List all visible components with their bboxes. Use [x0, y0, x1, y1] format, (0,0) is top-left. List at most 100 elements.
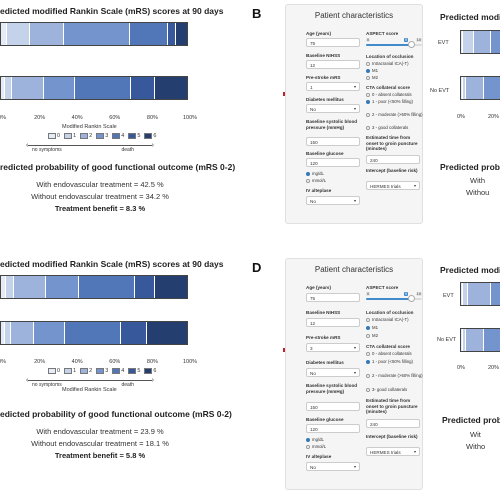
mrs-segment-3 [64, 23, 131, 45]
with-evt-line: With endovascular treatment = 42.5 % [36, 180, 164, 189]
mrs-segment-1 [4, 77, 13, 99]
unit-mmol-radio[interactable]: mmol/L [306, 444, 364, 449]
without-evt-line: Withou [466, 188, 490, 197]
mrs-segment-6 [155, 77, 187, 99]
unit-mmol-radio[interactable]: mmol/L [306, 178, 364, 183]
without-evt-line: Without endovascular treatment = 34.2 % [31, 192, 169, 201]
tick-label: 40% [71, 115, 83, 121]
iv-alteplase-select[interactable]: No ▾ [306, 196, 360, 205]
mrs-segment-3 [45, 276, 80, 298]
nihss-label: Baseline NIHSS [306, 53, 341, 58]
legend-item: 2 [80, 368, 92, 374]
cta-option-0[interactable]: 0 - absent collaterals [366, 351, 424, 356]
chevron-down-icon: ▾ [353, 370, 356, 375]
cta-option-0[interactable]: 0 - absent collaterals [366, 92, 424, 97]
chevron-down-icon: ▾ [413, 183, 416, 188]
legend-item: 4 [112, 368, 124, 374]
with-evt-line: With endovascular treatment = 23.9 % [36, 427, 164, 436]
mrs-bar-no-evt [0, 321, 188, 345]
cta-option-3[interactable]: 3 - good collaterals [366, 125, 424, 130]
onset-input[interactable]: 240 [366, 419, 420, 428]
cta-option-3[interactable]: 3- good collaterals [366, 387, 424, 392]
diabetes-select[interactable]: No ▾ [306, 368, 360, 377]
patient-characteristics-panel-b: Patient characteristics Age (years) 75 B… [285, 4, 423, 224]
mrs-segment-0 [1, 77, 5, 99]
panel-title: Patient characteristics [314, 11, 394, 20]
mrs-bar-evt [460, 30, 500, 54]
chevron-down-icon: ▾ [413, 449, 416, 454]
mrs-segment-2 [466, 77, 484, 99]
legend-item: 1 [64, 133, 76, 139]
without-evt-line: Witho [466, 442, 486, 451]
onset-input[interactable]: 240 [366, 155, 420, 164]
aspect-slider[interactable]: 0 9 10 [366, 292, 422, 303]
unit-mgdl-radio[interactable]: mg/dL [306, 437, 364, 442]
legend-item: 1 [64, 368, 76, 374]
intercept-select[interactable]: HERMES trials ▾ [366, 181, 420, 190]
mrs-segment-1 [5, 276, 14, 298]
axis-label: Modified Rankin Scale [62, 124, 117, 130]
occlusion-option-ica[interactable]: Intracranial ICA(-T) [366, 61, 424, 66]
cta-option-1[interactable]: 1 - poor (<50% filling) [366, 359, 424, 364]
occlusion-option-m1[interactable]: M1 [366, 68, 424, 73]
occlusion-label: Location of occlusion [366, 54, 414, 59]
legend-item: 5 [128, 133, 140, 139]
cta-option-1[interactable]: 1 - poor (<50% filling) [366, 99, 424, 104]
evt-label: EVT [443, 293, 454, 299]
nihss-input[interactable]: 12 [306, 60, 360, 69]
outcome-heading: Predicted probab [442, 415, 500, 425]
mrs-segment-6 [146, 322, 187, 344]
mrs-segment-5 [168, 23, 177, 45]
diabetes-label: Diabetes mellitus [306, 97, 344, 102]
prestroke-mrs-label: Pre-stroke mRS [306, 335, 341, 340]
mrs-bar-no-evt [460, 76, 500, 100]
nihss-input[interactable]: 12 [306, 318, 360, 327]
mrs-segment-3 [491, 283, 500, 305]
tick-label: 100% [182, 115, 198, 121]
chart-title: Predicted modifi [440, 265, 500, 275]
occlusion-option-m1[interactable]: M1 [366, 325, 424, 330]
age-input[interactable]: 75 [306, 38, 360, 47]
aspect-slider[interactable]: 0 9 10 [366, 38, 422, 49]
mrs-segment-1 [462, 329, 467, 351]
mrs-segment-1 [6, 23, 30, 45]
nihss-label: Baseline NIHSS [306, 310, 341, 315]
mrs-segment-0 [461, 77, 463, 99]
mrs-segment-4 [65, 322, 121, 344]
legend-item: 6 [144, 133, 156, 139]
death-label: death [121, 382, 134, 388]
iv-alteplase-select[interactable]: No ▾ [306, 462, 360, 471]
cta-option-2[interactable]: 2 - moderate (>50% filling) [366, 112, 424, 117]
outcome-heading: Predicted probabi [440, 162, 500, 172]
glucose-input[interactable]: 120 [306, 424, 360, 433]
treatment-benefit: Treatment benefit = 8.3 % [54, 204, 146, 213]
outcome-summary: redicted probability of good functional … [0, 162, 235, 213]
glucose-input[interactable]: 120 [306, 158, 360, 167]
symptom-death-arrow: ‹ › no symptoms death [26, 377, 154, 388]
mrs-segment-2 [473, 31, 492, 53]
diabetes-select[interactable]: No ▾ [306, 104, 360, 113]
mrs-segment-4 [130, 23, 169, 45]
unit-mgdl-radio[interactable]: mg/dL [306, 171, 364, 176]
mrs-segment-5 [120, 322, 147, 344]
cta-option-2[interactable]: 2 - moderate (>50% filling) [366, 373, 424, 378]
occlusion-option-m2[interactable]: M2 [366, 75, 424, 80]
chart-title: Predicted modifi [440, 12, 500, 22]
legend-item: 5 [128, 368, 140, 374]
sbp-input[interactable]: 150 [306, 137, 360, 146]
mrs-segment-0 [461, 283, 464, 305]
intercept-select[interactable]: HERMES trials ▾ [366, 447, 420, 456]
sbp-input[interactable]: 150 [306, 402, 360, 411]
mrs-bar-no-evt [0, 76, 188, 100]
mrs-segment-6 [176, 23, 187, 45]
glucose-label: Baseline glucose [306, 417, 344, 422]
occlusion-option-m2[interactable]: M2 [366, 333, 424, 338]
prestroke-mrs-select[interactable]: 3 ▾ [306, 343, 360, 352]
aspect-label: ASPECT score [366, 31, 399, 36]
prestroke-mrs-select[interactable]: 1 ▾ [306, 82, 360, 91]
occlusion-option-ica[interactable]: Intracranial ICA(-T) [366, 317, 424, 322]
age-input[interactable]: 75 [306, 293, 360, 302]
x-axis-ticks: 0% 20% 40% 60% 80% 100% [0, 115, 198, 125]
mrs-segment-1 [4, 322, 12, 344]
outcome-summary: edicted probability of good functional o… [0, 409, 232, 460]
